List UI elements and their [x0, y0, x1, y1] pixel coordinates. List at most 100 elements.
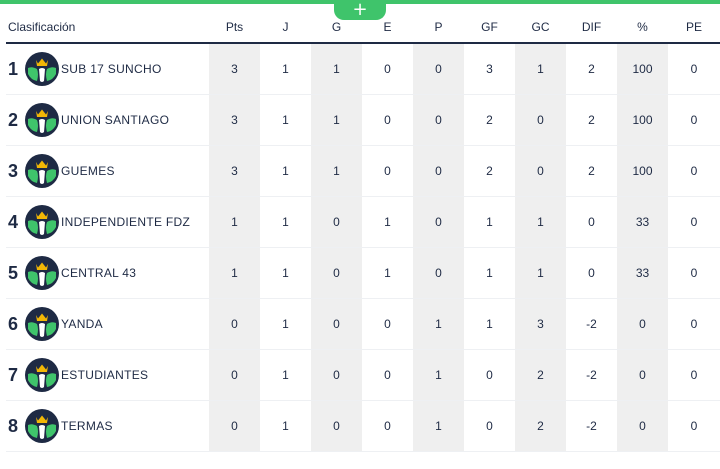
cell-e: 0 [362, 349, 413, 401]
cell-pct: 33 [617, 196, 668, 248]
table-row[interactable]: 2 UNION SANTIAGO 3 1 1 0 0 2 0 2 100 0 [6, 94, 720, 146]
column-header-gc[interactable]: GC [515, 12, 566, 44]
cell-e: 0 [362, 400, 413, 452]
cell-j: 1 [260, 247, 311, 299]
table-row[interactable]: 5 CENTRAL 43 1 1 0 1 0 1 1 0 33 0 [6, 247, 720, 299]
team-cell: 2 UNION SANTIAGO [6, 94, 209, 146]
cell-j: 1 [260, 400, 311, 452]
team-crest-icon [25, 205, 59, 239]
cell-p: 1 [413, 400, 464, 452]
team-name[interactable]: SUB 17 SUNCHO [61, 62, 162, 76]
cell-dif: 2 [566, 145, 617, 197]
team-cell: 3 GUEMES [6, 145, 209, 197]
cell-pts: 0 [209, 400, 260, 452]
cell-gc: 0 [515, 145, 566, 197]
team-cell: 6 YANDA [6, 298, 209, 350]
cell-dif: -2 [566, 349, 617, 401]
cell-p: 0 [413, 94, 464, 146]
column-header-g[interactable]: G [311, 12, 362, 44]
cell-e: 0 [362, 145, 413, 197]
cell-gc: 2 [515, 400, 566, 452]
cell-pe: 0 [668, 196, 720, 248]
cell-pct: 100 [617, 145, 668, 197]
cell-p: 0 [413, 43, 464, 95]
column-header-clasificacion: Clasificación [6, 12, 209, 44]
cell-g: 0 [311, 349, 362, 401]
position-number: 6 [8, 313, 19, 334]
team-crest-icon [25, 256, 59, 290]
column-header-e[interactable]: E [362, 12, 413, 44]
team-crest-icon [25, 307, 59, 341]
team-name[interactable]: INDEPENDIENTE FDZ [61, 215, 191, 229]
cell-j: 1 [260, 94, 311, 146]
table-row[interactable]: 1 SUB 17 SUNCHO 3 1 1 0 0 3 1 2 100 0 [6, 43, 720, 95]
position-number: 5 [8, 262, 19, 283]
table-header-row: Clasificación Pts J G E P GF GC DIF % PE [6, 12, 720, 44]
cell-e: 0 [362, 94, 413, 146]
cell-gc: 0 [515, 94, 566, 146]
team-crest-icon [25, 358, 59, 392]
cell-g: 1 [311, 43, 362, 95]
team-name[interactable]: YANDA [61, 317, 103, 331]
team-crest-icon [25, 103, 59, 137]
position-number: 3 [8, 160, 19, 181]
cell-pct: 100 [617, 94, 668, 146]
table-row[interactable]: 8 TERMAS 0 1 0 0 1 0 2 -2 0 0 [6, 400, 720, 452]
cell-pe: 0 [668, 94, 720, 146]
standings-table: Clasificación Pts J G E P GF GC DIF % PE… [6, 12, 720, 452]
team-cell: 5 CENTRAL 43 [6, 247, 209, 299]
team-name[interactable]: UNION SANTIAGO [61, 113, 170, 127]
cell-p: 1 [413, 349, 464, 401]
cell-pe: 0 [668, 400, 720, 452]
cell-gf: 2 [464, 94, 515, 146]
cell-j: 1 [260, 349, 311, 401]
cell-dif: 0 [566, 196, 617, 248]
team-cell: 8 TERMAS [6, 400, 209, 452]
cell-g: 0 [311, 196, 362, 248]
cell-gf: 1 [464, 247, 515, 299]
cell-p: 1 [413, 298, 464, 350]
cell-pct: 0 [617, 400, 668, 452]
cell-gc: 2 [515, 349, 566, 401]
cell-gf: 0 [464, 400, 515, 452]
team-name[interactable]: GUEMES [61, 164, 115, 178]
table-row[interactable]: 4 INDEPENDIENTE FDZ 1 1 0 1 0 1 1 0 33 0 [6, 196, 720, 248]
column-header-pct[interactable]: % [617, 12, 668, 44]
position-number: 7 [8, 364, 19, 385]
cell-j: 1 [260, 196, 311, 248]
column-header-p[interactable]: P [413, 12, 464, 44]
team-name[interactable]: ESTUDIANTES [61, 368, 149, 382]
cell-gf: 0 [464, 349, 515, 401]
team-cell: 7 ESTUDIANTES [6, 349, 209, 401]
column-header-pts[interactable]: Pts [209, 12, 260, 44]
cell-gc: 3 [515, 298, 566, 350]
cell-g: 0 [311, 247, 362, 299]
cell-pe: 0 [668, 43, 720, 95]
cell-dif: 2 [566, 43, 617, 95]
position-number: 4 [8, 211, 19, 232]
cell-pct: 0 [617, 349, 668, 401]
position-number: 8 [8, 415, 19, 436]
column-header-dif[interactable]: DIF [566, 12, 617, 44]
cell-pct: 33 [617, 247, 668, 299]
cell-p: 0 [413, 196, 464, 248]
cell-e: 0 [362, 298, 413, 350]
column-header-j[interactable]: J [260, 12, 311, 44]
cell-g: 1 [311, 94, 362, 146]
column-header-gf[interactable]: GF [464, 12, 515, 44]
cell-e: 1 [362, 247, 413, 299]
table-row[interactable]: 6 YANDA 0 1 0 0 1 1 3 -2 0 0 [6, 298, 720, 350]
cell-pts: 1 [209, 247, 260, 299]
table-row[interactable]: 7 ESTUDIANTES 0 1 0 0 1 0 2 -2 0 0 [6, 349, 720, 401]
column-header-pe[interactable]: PE [668, 12, 720, 44]
team-name[interactable]: TERMAS [61, 419, 113, 433]
cell-pe: 0 [668, 349, 720, 401]
cell-e: 0 [362, 43, 413, 95]
cell-gc: 1 [515, 196, 566, 248]
table-row[interactable]: 3 GUEMES 3 1 1 0 0 2 0 2 100 0 [6, 145, 720, 197]
team-name[interactable]: CENTRAL 43 [61, 266, 137, 280]
cell-gf: 1 [464, 298, 515, 350]
cell-j: 1 [260, 145, 311, 197]
cell-pe: 0 [668, 298, 720, 350]
cell-dif: -2 [566, 298, 617, 350]
